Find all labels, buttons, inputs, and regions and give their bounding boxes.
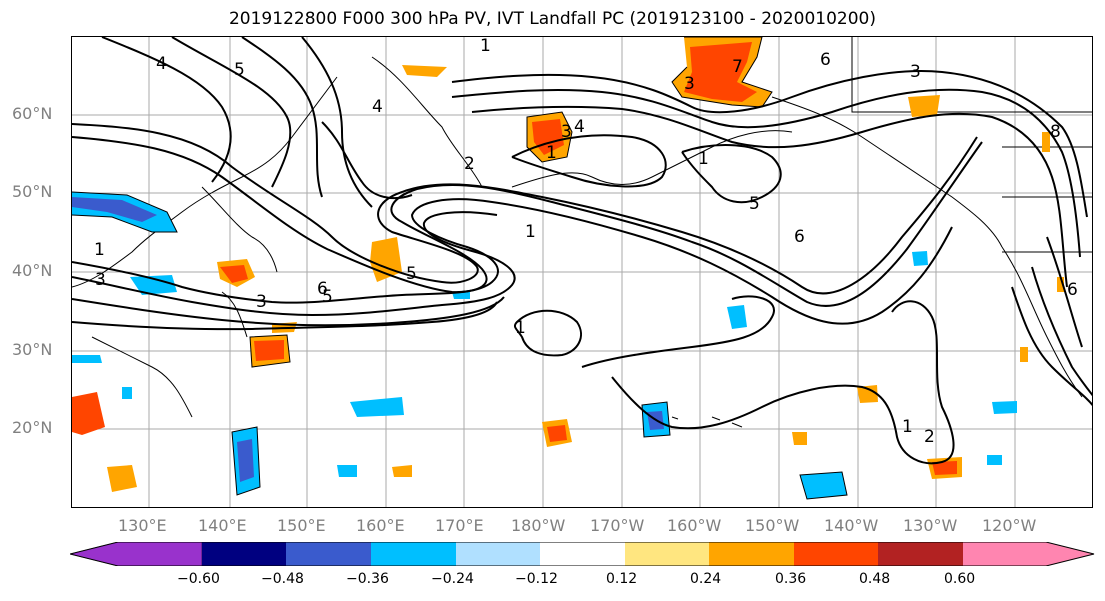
lon-label: 170°E	[435, 516, 484, 535]
lon-label: 130°E	[118, 516, 167, 535]
colorbar-tick: −0.24	[431, 571, 474, 587]
pv-contours	[72, 37, 1092, 465]
contour-label: 4	[372, 97, 383, 117]
contour-label: 3	[684, 74, 695, 94]
contour-label: 3	[95, 270, 106, 290]
lat-label: 30°N	[12, 340, 53, 359]
contour-label: 3	[561, 122, 572, 142]
colorbar-segment	[70, 542, 203, 566]
contour-label: 5	[234, 60, 245, 80]
anomaly-outlines	[72, 37, 848, 500]
colorbar-segment	[371, 542, 456, 566]
colorbar-tick: −0.48	[261, 571, 304, 587]
contour-label: 1	[525, 222, 536, 242]
colorbar-tick: 0.36	[775, 571, 807, 587]
map-canvas: 1 1 1 1 1 1 1 2 2 3 3 3 3 3 4 4 4 5 5 5 …	[72, 37, 1092, 507]
lon-label: 160°E	[356, 516, 405, 535]
contour-label: 3	[256, 292, 267, 312]
contour-label: 5	[406, 264, 417, 284]
colorbar-segment	[878, 542, 963, 566]
lon-label: 120°W	[982, 516, 1037, 535]
lon-label: 140°E	[198, 516, 247, 535]
lon-label: 150°W	[745, 516, 800, 535]
colorbar-tick: 0.48	[859, 571, 891, 587]
contour-label: 1	[546, 143, 557, 163]
lon-label: 180°W	[511, 516, 566, 535]
contour-label: 6	[794, 227, 805, 247]
contour-label: 2	[924, 427, 935, 447]
colorbar-segment	[540, 542, 625, 566]
contour-label: 1	[902, 417, 913, 437]
contour-label: 2	[464, 154, 475, 174]
contour-label: 1	[515, 318, 526, 338]
colorbar-segment	[794, 542, 878, 566]
contour-label: 1	[480, 37, 491, 56]
contour-label: 5	[322, 287, 333, 307]
contour-label: 8	[1050, 122, 1061, 142]
contour-label: 6	[1067, 280, 1078, 300]
map-panel: 1 1 1 1 1 1 1 2 2 3 3 3 3 3 4 4 4 5 5 5 …	[71, 36, 1093, 508]
contour-label: 7	[732, 57, 743, 77]
lat-label: 50°N	[12, 182, 53, 201]
colorbar-tick: 0.60	[944, 571, 976, 587]
contour-label: 1	[94, 240, 105, 260]
colorbar-tick: 0.12	[606, 571, 638, 587]
colorbar-segment	[286, 542, 371, 566]
colorbar-segment	[625, 542, 709, 566]
lon-label: 150°E	[277, 516, 326, 535]
colorbar-segment	[963, 542, 1094, 566]
lat-label: 40°N	[12, 261, 53, 280]
colorbar-segment	[456, 542, 540, 566]
map-title: 2019122800 F000 300 hPa PV, IVT Landfall…	[228, 9, 876, 29]
lon-label: 140°W	[824, 516, 879, 535]
colorbar-tick: 0.24	[690, 571, 722, 587]
lon-label: 160°W	[667, 516, 722, 535]
colorbar-tick: −0.12	[515, 571, 558, 587]
negative-anomalies	[72, 192, 1017, 499]
lon-label: 170°W	[590, 516, 645, 535]
contour-label: 6	[820, 50, 831, 70]
contour-label: 5	[749, 194, 760, 214]
colorbar-segment	[709, 542, 794, 566]
colorbar-segment	[202, 542, 286, 566]
contour-label: 3	[910, 62, 921, 82]
colorbar	[70, 542, 1095, 566]
positive-anomalies	[72, 37, 1064, 492]
contour-label: 1	[698, 149, 709, 169]
colorbar-tick: −0.36	[346, 571, 389, 587]
contour-label: 4	[574, 117, 585, 137]
lon-label: 130°W	[903, 516, 958, 535]
lat-label: 20°N	[12, 418, 53, 437]
contour-label: 6	[317, 279, 328, 299]
contour-label: 4	[156, 54, 167, 74]
colorbar-tick: −0.60	[177, 571, 220, 587]
lat-label: 60°N	[12, 104, 53, 123]
contour-labels: 1 1 1 1 1 1 1 2 2 3 3 3 3 3 4 4 4 5 5 5 …	[94, 37, 1078, 447]
